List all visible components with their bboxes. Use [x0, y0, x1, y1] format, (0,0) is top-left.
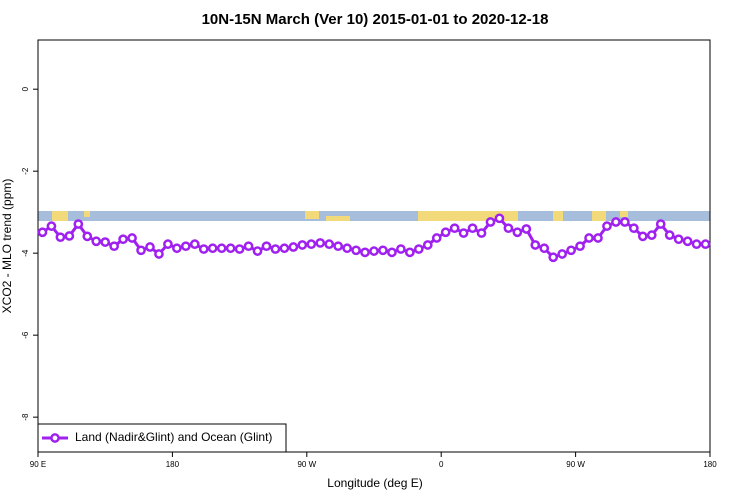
point — [575, 241, 585, 252]
point — [655, 219, 666, 229]
point — [584, 233, 594, 243]
point — [512, 227, 523, 238]
point — [593, 233, 603, 243]
point — [548, 252, 559, 263]
point — [637, 231, 648, 242]
x-tick-label: 90 W — [566, 460, 585, 469]
point — [172, 243, 182, 254]
legend: Land (Nadir&Glint) and Ocean (Glint) — [37, 423, 287, 453]
point — [646, 230, 657, 240]
point — [682, 236, 693, 247]
point — [261, 241, 272, 252]
point — [342, 243, 352, 254]
point — [154, 249, 164, 259]
point — [163, 239, 173, 250]
point — [324, 239, 335, 250]
point — [413, 244, 424, 254]
point — [82, 231, 93, 242]
point — [539, 243, 550, 254]
point — [503, 223, 514, 234]
point — [136, 245, 146, 256]
point — [109, 241, 120, 252]
point — [440, 227, 451, 238]
y-tick-label: 0 — [21, 86, 30, 91]
x-axis-label: Longitude (deg E) — [327, 476, 422, 490]
point — [216, 243, 227, 254]
legend-marker — [50, 433, 60, 443]
point — [476, 228, 487, 238]
point — [180, 241, 191, 252]
point — [396, 244, 406, 254]
point — [315, 238, 326, 248]
y-tick-label: -4 — [21, 249, 30, 257]
x-tick-label: 180 — [166, 460, 180, 469]
point — [404, 247, 415, 258]
point — [360, 247, 370, 258]
point — [620, 217, 630, 227]
point — [297, 240, 308, 250]
point — [234, 244, 245, 254]
point — [118, 234, 128, 245]
point — [494, 213, 505, 224]
point — [611, 217, 621, 227]
point — [691, 239, 702, 250]
y-tick-label: -6 — [21, 331, 30, 339]
point — [530, 240, 541, 250]
chart-title: 10N-15N March (Ver 10) 2015-01-01 to 202… — [202, 11, 549, 28]
point — [279, 243, 290, 254]
point — [333, 241, 344, 252]
point — [521, 224, 532, 234]
point — [664, 230, 675, 240]
point — [55, 232, 66, 243]
point — [566, 245, 576, 256]
map-strip — [38, 211, 710, 221]
point — [91, 236, 102, 247]
point — [270, 244, 281, 254]
point — [288, 242, 299, 252]
point — [458, 228, 469, 238]
y-tick-label: -8 — [21, 413, 30, 421]
point — [467, 223, 478, 234]
point — [369, 246, 379, 256]
point — [351, 245, 361, 256]
point — [225, 243, 236, 254]
point — [628, 223, 639, 234]
legend-label: Land (Nadir&Glint) and Ocean (Glint) — [75, 430, 272, 444]
point — [46, 221, 57, 231]
point — [198, 244, 209, 254]
point — [37, 227, 48, 238]
point — [306, 239, 317, 250]
point — [557, 249, 568, 259]
x-tick-label: 90 E — [30, 460, 46, 469]
point — [64, 231, 75, 241]
point — [243, 241, 254, 252]
x-tick-label: 90 W — [297, 460, 316, 469]
point — [189, 239, 200, 250]
point — [252, 246, 263, 256]
y-tick-label: -2 — [21, 167, 30, 175]
point — [387, 247, 397, 258]
point — [700, 239, 711, 250]
point — [673, 234, 684, 245]
point — [127, 233, 137, 243]
point — [145, 242, 155, 252]
x-tick-label: 0 — [439, 460, 444, 469]
point — [100, 237, 111, 247]
point — [602, 221, 612, 231]
x-tick-label: 180 — [703, 460, 717, 469]
legend-box — [37, 423, 287, 453]
point — [485, 217, 496, 227]
point — [378, 245, 388, 256]
y-axis-label: XCO2 - MLO trend (ppm) — [0, 179, 14, 314]
point — [422, 240, 433, 250]
point — [431, 233, 442, 243]
point — [73, 219, 84, 229]
point — [207, 243, 218, 254]
point — [449, 223, 460, 234]
